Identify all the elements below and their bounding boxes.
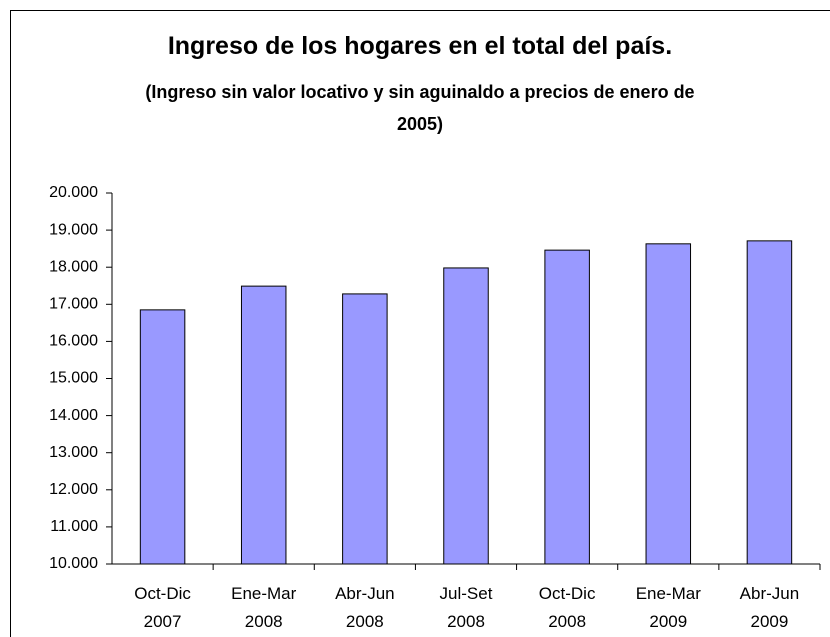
x-tick-label: Abr-Jun 2008	[335, 584, 395, 631]
bar	[139, 309, 186, 565]
y-tick-label: 11.000	[50, 518, 98, 535]
bar	[746, 240, 793, 565]
x-tick-label: Ene-Mar 2009	[635, 584, 701, 631]
x-tick-label: Ene-Mar 2008	[231, 584, 297, 631]
chart-frame	[10, 10, 830, 637]
y-tick-label: 14.000	[49, 407, 98, 424]
x-tick-label: Oct-Dic 2008	[538, 584, 596, 631]
bar	[342, 293, 388, 565]
x-tick-label: Abr-Jun 2009	[739, 584, 800, 631]
bar	[544, 249, 590, 565]
x-tick-label: Oct-Dic 2007	[134, 584, 191, 631]
bar	[443, 267, 489, 565]
chart-subtitle: (Ingreso sin valor locativo y sin aguina…	[145, 82, 695, 134]
y-tick-label: 10.000	[49, 555, 98, 572]
bar	[645, 243, 692, 565]
y-tick-label: 20.000	[49, 184, 98, 201]
y-tick-label: 19.000	[49, 221, 98, 238]
x-tick-label: Jul-Set 2008	[439, 584, 493, 631]
y-tick-label: 12.000	[49, 481, 98, 498]
bar	[240, 285, 287, 565]
chart-title: Ingreso de los hogares en el total del p…	[167, 32, 673, 60]
y-tick-label: 18.000	[49, 258, 98, 275]
y-tick-label: 16.000	[49, 333, 98, 350]
y-tick-label: 15.000	[49, 370, 98, 387]
y-tick-label: 13.000	[49, 444, 98, 461]
y-tick-label: 17.000	[49, 296, 98, 313]
